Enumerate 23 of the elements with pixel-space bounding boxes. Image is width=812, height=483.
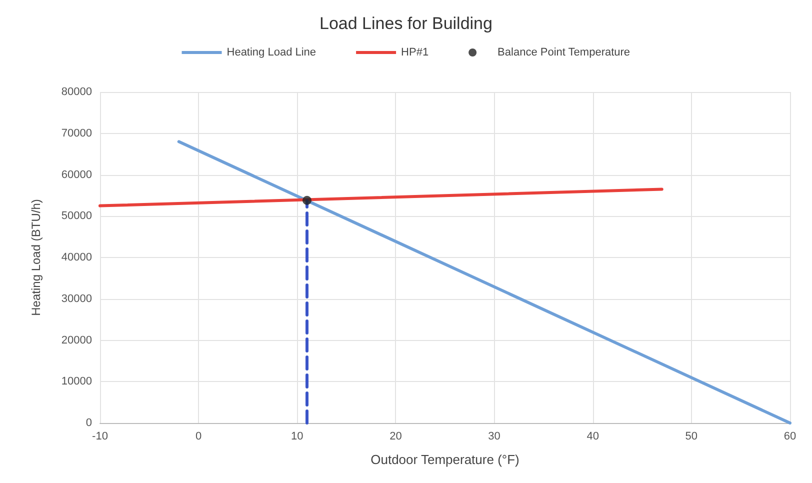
x-tick-label: 60 <box>784 430 796 442</box>
legend-label: Balance Point Temperature <box>498 46 630 58</box>
y-tick-label: 10000 <box>61 376 92 388</box>
y-tick-label: 70000 <box>61 127 92 140</box>
y-tick-label: 0 <box>86 417 92 429</box>
y-tick-label: 20000 <box>61 334 92 346</box>
y-tick-label: 60000 <box>61 168 92 181</box>
x-tick-label: 50 <box>685 430 698 442</box>
y-tick-label: 50000 <box>61 210 92 222</box>
x-tick-label: 10 <box>291 430 304 442</box>
chart-title: Load Lines for Building <box>320 14 492 33</box>
x-axis-title: Outdoor Temperature (°F) <box>370 452 520 467</box>
x-tick-label: 30 <box>488 430 500 442</box>
legend-label: Heating Load Line <box>226 46 316 58</box>
y-tick-label: 30000 <box>61 292 92 305</box>
y-tick-label: 80000 <box>61 86 92 98</box>
y-axis-title: Heating Load (BTU/h) <box>29 199 43 316</box>
x-tick-label: -10 <box>92 430 108 442</box>
x-tick-label: 20 <box>390 430 402 442</box>
x-tick-label: 0 <box>196 430 202 442</box>
x-tick-label: 40 <box>586 430 599 442</box>
legend-label: HP#1 <box>401 46 429 58</box>
y-tick-label: 40000 <box>61 252 92 264</box>
